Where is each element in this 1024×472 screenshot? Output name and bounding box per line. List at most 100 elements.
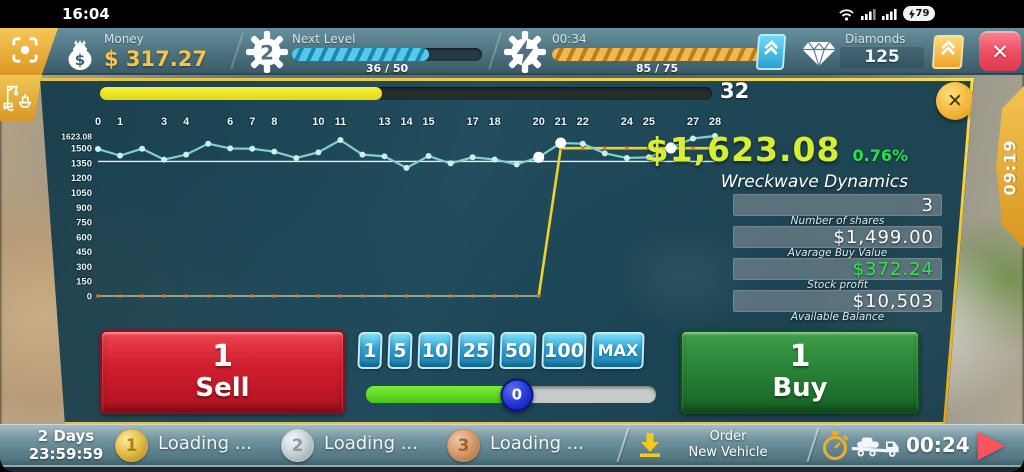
viewfinder-icon	[12, 36, 38, 63]
energy-progress-text: 85 / 75	[635, 62, 679, 75]
company-name: Wreckwave Dynamics	[720, 172, 908, 192]
panel-close-button[interactable]: ✕	[936, 82, 974, 120]
download-icon[interactable]	[636, 431, 664, 459]
signal-bars-icon-2	[882, 8, 897, 20]
battery-icon: 79	[903, 6, 935, 21]
svg-text:28: 28	[709, 116, 721, 128]
rank-number: 3	[457, 435, 470, 456]
slot-1-loading[interactable]: Loading ...	[158, 433, 252, 454]
quantity-button-50[interactable]: 50	[499, 332, 537, 369]
buy-label: Buy	[772, 373, 828, 403]
sell-label: Sell	[195, 373, 250, 403]
panel-gold-edge	[40, 78, 974, 81]
svg-text:7: 7	[249, 116, 255, 128]
hud-close-button[interactable]: ✕	[979, 31, 1021, 71]
quantity-button-10[interactable]: 10	[417, 332, 453, 369]
level-progress-bar	[292, 48, 482, 61]
slot-2-loading[interactable]: Loading ...	[324, 433, 418, 454]
play-arrow-button[interactable]	[978, 432, 1005, 460]
svg-text:14: 14	[400, 116, 413, 128]
svg-text:20: 20	[533, 116, 545, 128]
order-new-vehicle-button[interactable]: Order New Vehicle	[672, 429, 784, 461]
energy-progress-bar	[552, 48, 762, 61]
svg-text:13: 13	[378, 116, 390, 128]
rank-2-coin-icon[interactable]: 2	[281, 429, 314, 462]
diamonds-value: 125	[864, 47, 900, 67]
buy-button[interactable]: 1 Buy	[680, 330, 920, 414]
order-line2: New Vehicle	[688, 445, 768, 460]
level-progress-text: 36 / 50	[365, 62, 409, 75]
svg-text:27: 27	[687, 116, 699, 128]
rank-3-coin-icon[interactable]: 3	[447, 429, 480, 462]
quantity-slider[interactable]: 0	[366, 378, 656, 411]
stat-stock-profit: $372.24 Stock profit	[733, 258, 942, 291]
next-level-label: Next Level	[292, 32, 356, 46]
rank-1-coin-icon[interactable]: 1	[115, 429, 148, 462]
svg-text:24: 24	[621, 116, 634, 128]
stat-available-balance: $10,503 Available Balance	[733, 290, 942, 323]
svg-text:300: 300	[76, 262, 92, 273]
svg-text:0: 0	[87, 292, 92, 303]
stat-number-of-shares: 3 Number of shares	[733, 194, 942, 227]
level-badge: 2	[260, 40, 274, 64]
slider-fill	[366, 386, 517, 403]
battery-percent: 79	[915, 8, 930, 19]
svg-text:15: 15	[422, 116, 434, 128]
diamond-icon	[802, 41, 836, 67]
svg-text:0: 0	[95, 116, 101, 128]
crane-and-boat-icon	[3, 85, 32, 112]
status-bar: 16:04 79	[0, 0, 1024, 28]
slider-handle[interactable]: 0	[500, 378, 534, 411]
svg-text:1500: 1500	[71, 144, 92, 155]
diamonds-label: Diamonds	[845, 32, 906, 46]
stat-label: Available Balance	[790, 311, 885, 323]
svg-text:3: 3	[161, 116, 167, 128]
bottom-divider	[616, 427, 630, 463]
svg-text:900: 900	[76, 203, 92, 214]
lightning-icon	[516, 39, 534, 65]
stopwatch-icon	[823, 431, 849, 460]
quantity-button-5[interactable]: 5	[387, 332, 413, 369]
svg-text:18: 18	[489, 116, 501, 128]
price-row: $1,623.08 0.76%	[588, 130, 942, 169]
svg-text:1623.08: 1623.08	[61, 132, 92, 142]
hud-divider	[230, 32, 244, 70]
sell-button[interactable]: 1 Sell	[100, 330, 345, 414]
svg-text:1200: 1200	[71, 173, 92, 184]
quantity-button-100[interactable]: 100	[541, 332, 587, 369]
buy-diamonds-button[interactable]	[931, 35, 965, 69]
order-line1: Order	[709, 429, 747, 444]
stat-label: Stock profit	[807, 279, 868, 291]
quantity-button-1[interactable]: 1	[357, 332, 383, 369]
bottom-divider	[806, 427, 820, 463]
quantity-buttons: 1 5 10 25 50 100 MAX	[357, 332, 645, 369]
svg-text:22: 22	[577, 116, 589, 128]
energy-gear-icon	[504, 31, 546, 73]
level-gear-icon: 2	[246, 31, 288, 73]
stock-chart-svg: 0 1 3 4 6 7 8 10 11 13 14 15 17 18 20 21 22 24 25 27 281623.…	[60, 115, 722, 304]
money-label: Money	[104, 32, 144, 46]
buy-quantity: 1	[789, 339, 811, 374]
signal-bars-icon-1	[861, 8, 876, 20]
rank-number: 1	[125, 435, 138, 456]
svg-text:1350: 1350	[71, 158, 92, 169]
energy-boost-button[interactable]	[755, 34, 787, 70]
status-icons: 79	[838, 6, 935, 21]
money-value: $ 317.27	[104, 47, 207, 71]
stat-value: $372.24	[733, 258, 942, 280]
level-progress-fill	[292, 48, 429, 61]
hud-bar: $ Money $ 317.27 2 Next Level 36 / 50	[0, 28, 1024, 75]
camera-view-button[interactable]	[0, 28, 58, 75]
change-percent: 0.76%	[852, 146, 908, 165]
round-progress-bar	[100, 87, 712, 100]
event-time-left: 2 Days 23:59:59	[14, 427, 118, 463]
svg-text:17: 17	[466, 116, 478, 128]
panel-progress-fill	[100, 87, 382, 100]
charging-bolt-icon	[908, 8, 915, 19]
energy-timer: 00:34	[552, 32, 587, 46]
slider-value: 0	[511, 385, 523, 404]
current-price: $1,623.08	[645, 130, 841, 169]
slot-3-loading[interactable]: Loading ...	[490, 433, 584, 454]
quantity-button-max[interactable]: MAX	[591, 332, 645, 369]
quantity-button-25[interactable]: 25	[457, 332, 495, 369]
